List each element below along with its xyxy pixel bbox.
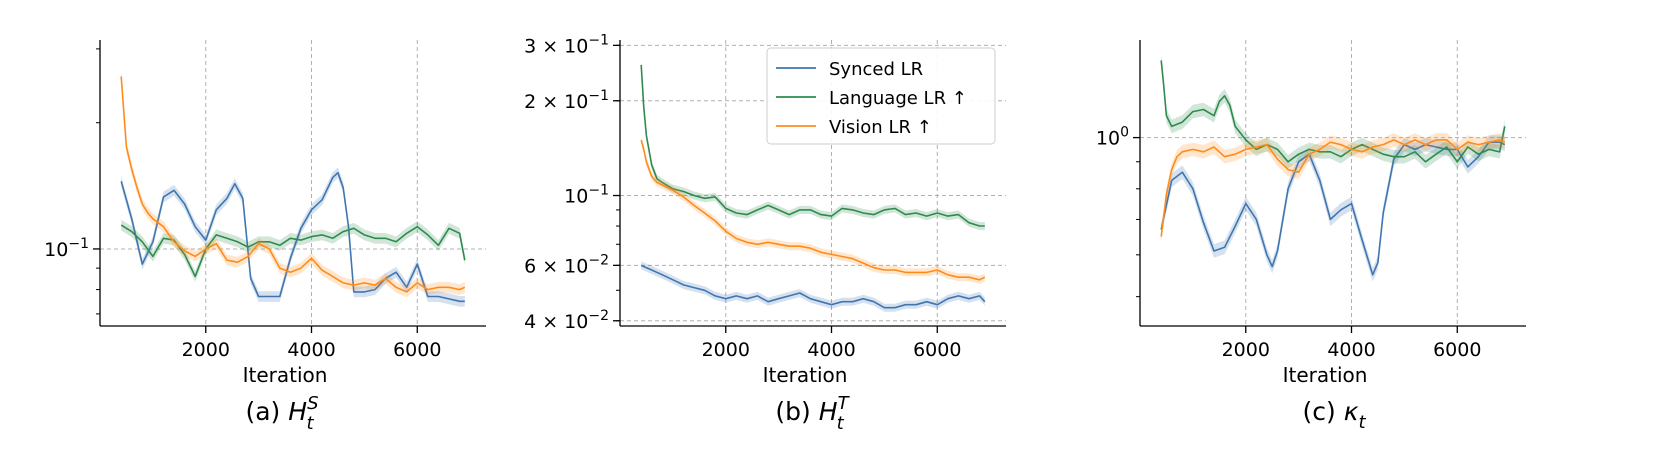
x-tick-label: 6000 [1433, 339, 1481, 361]
legend-box [766, 47, 996, 145]
y-tick-label: 100 [1096, 125, 1129, 150]
panel-caption: (a) HS t [245, 393, 318, 434]
y-tick-label: 10−1 [44, 236, 89, 261]
x-tick-label: 6000 [913, 339, 961, 361]
panel-c: 2000 4000 6000 100 Iteration (c) κt [1096, 40, 1526, 433]
series-line-2 [120, 76, 466, 293]
y-tick-label: 6 × 10−2 [524, 252, 609, 277]
x-axis-label: Iteration [763, 363, 848, 387]
x-axis-label: Iteration [243, 363, 328, 387]
series-line-0 [640, 264, 986, 309]
legend-label: Synced LR [829, 59, 923, 80]
y-tick-label: 4 × 10−2 [524, 308, 609, 333]
series-band-1 [641, 60, 985, 231]
x-axis-label: Iteration [1283, 363, 1368, 387]
panel-caption: (b) HT t [775, 393, 850, 434]
y-tick-label: 10−1 [564, 183, 609, 208]
panel-b: 2000 4000 6000 4 × 10−2 6 × 10−2 10−1 2 × 10−1… [524, 32, 1006, 434]
x-tick-label: 4000 [807, 339, 855, 361]
legend: Synced LR Language LR ↑ Vision LR ↑ [766, 47, 996, 145]
series-band-1 [1161, 53, 1505, 169]
y-tick-label: 2 × 10−1 [524, 88, 609, 113]
panel-a: 2000 4000 6000 10−1 Iteration (a) HS t [44, 40, 486, 434]
panel-caption: (c) κt [1303, 397, 1367, 433]
x-tick-label: 2000 [182, 339, 230, 361]
y-tick-label: 3 × 10−1 [524, 32, 609, 57]
x-tick-label: 4000 [1327, 339, 1375, 361]
legend-label: Vision LR ↑ [829, 117, 932, 138]
series-line-1 [640, 64, 985, 227]
series-line-2 [640, 139, 986, 281]
series-line-1 [1160, 60, 1506, 163]
x-tick-label: 4000 [287, 339, 335, 361]
x-tick-label: 2000 [702, 339, 750, 361]
x-tick-label: 2000 [1222, 339, 1270, 361]
series-band-0 [121, 167, 465, 307]
series-band-1 [121, 219, 465, 282]
series-band-2 [121, 71, 465, 298]
series-line-2 [1160, 139, 1506, 237]
series-line-0 [120, 171, 465, 303]
x-tick-label: 6000 [393, 339, 441, 361]
series-band-2 [1161, 133, 1505, 244]
legend-label: Language LR ↑ [829, 88, 967, 109]
